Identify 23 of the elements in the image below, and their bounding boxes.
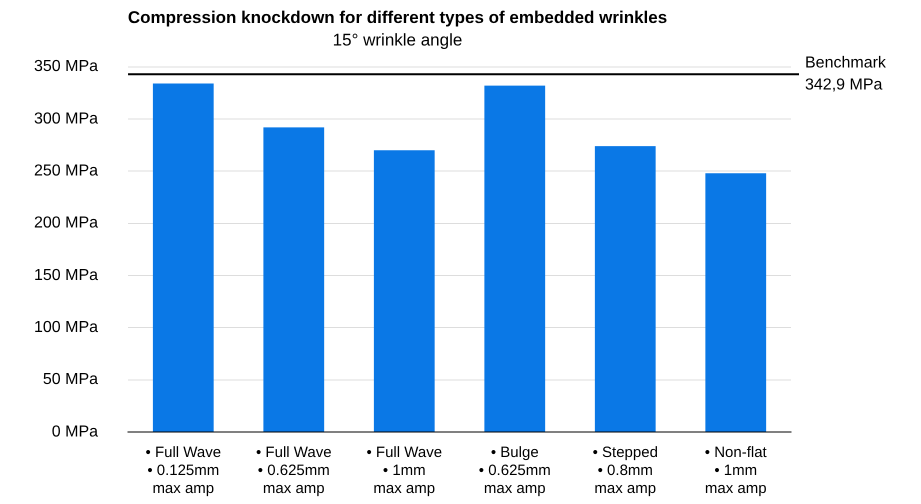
x-tick-label: • Full Wave • 0.625mm max amp bbox=[256, 444, 332, 498]
x-tick-label: • Non-flat • 1mm max amp bbox=[704, 444, 768, 498]
y-tick-label: 100 MPa bbox=[34, 319, 98, 336]
bar bbox=[152, 83, 214, 432]
x-tick-label: • Full Wave • 1mm max amp bbox=[366, 444, 442, 498]
bar bbox=[263, 127, 324, 432]
x-tick-label: • Bulge • 0.625mm max amp bbox=[478, 444, 551, 498]
bar bbox=[594, 146, 656, 432]
chart-subtitle: 15° wrinkle angle bbox=[332, 30, 462, 50]
bar bbox=[374, 150, 435, 432]
x-tick-label: • Full Wave • 0.125mm max amp bbox=[146, 444, 222, 498]
y-tick-label: 0 MPa bbox=[52, 423, 98, 440]
x-tick-label: • Stepped • 0.8mm max amp bbox=[592, 444, 658, 498]
bar bbox=[705, 173, 766, 432]
bar bbox=[484, 86, 546, 432]
y-tick-label: 300 MPa bbox=[34, 110, 98, 128]
chart-title: Compression knockdown for different types of embedded wrinkles bbox=[128, 8, 668, 27]
ref-line-label: Benchmark 342,9 MPa bbox=[805, 54, 887, 94]
y-tick-label: 150 MPa bbox=[34, 266, 98, 284]
y-tick-label: 50 MPa bbox=[42, 371, 98, 388]
y-tick-label: 200 MPa bbox=[34, 214, 98, 232]
y-tick-label: 350 MPa bbox=[34, 58, 98, 76]
y-tick-label: 250 MPa bbox=[34, 162, 98, 180]
